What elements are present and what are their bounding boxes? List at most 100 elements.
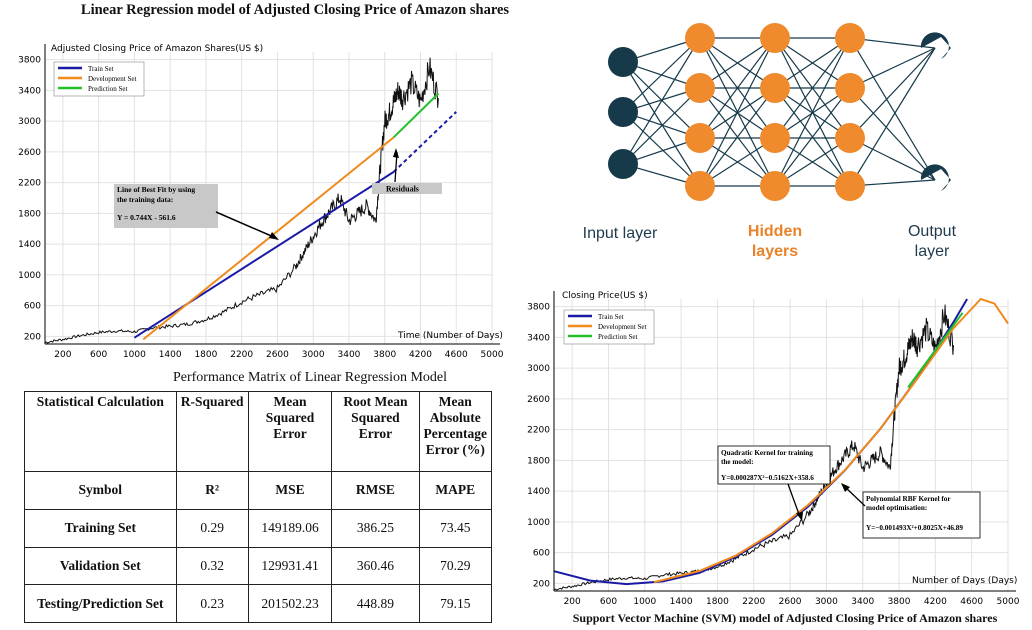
lr-x-tick-label: 600: [90, 350, 107, 360]
nn-hidden-node: [685, 171, 715, 201]
perf-table-title: Performance Matrix of Linear Regression …: [172, 370, 448, 385]
lr-x-tick-label: 3400: [338, 350, 361, 360]
lr-x-tick-label: 2200: [230, 350, 253, 360]
lr-projection-line: [393, 111, 457, 173]
svm-annotation-text-1: Quadratic Kernel for training the model:…: [721, 449, 815, 482]
nn-edge: [774, 37, 851, 89]
svm-price-line: [553, 304, 954, 591]
nn-edge: [699, 37, 776, 187]
svm-x-tick-label: 2200: [742, 597, 765, 607]
lr-grid: [45, 52, 493, 344]
svm-x-tick-label: 200: [564, 597, 581, 607]
perf-symbol-cell: RMSE: [331, 471, 420, 510]
svm-x-tick-label: 3400: [851, 597, 874, 607]
svm-x-tick-label: 4600: [960, 597, 983, 607]
perf-cell: 79.15: [418, 584, 493, 623]
svm-y-tick-label: 1800: [527, 456, 550, 466]
perf-cell: 0.32: [175, 546, 249, 586]
lr-y-axis-label: Adjusted Closing Price of Amazon Shares(…: [51, 44, 263, 54]
svm-x-tick-label: 3000: [815, 597, 838, 607]
perf-header: Mean Absolute Percentage Error (%): [418, 391, 493, 472]
perf-cell: 129931.41: [247, 546, 333, 586]
nn-edge: [622, 37, 701, 165]
lr-x-tick-label: 2600: [266, 350, 289, 360]
svm-grid: [554, 299, 1009, 591]
perf-header: Root Mean Squared Error: [331, 391, 420, 472]
svm-annotation-box-1: [717, 445, 831, 485]
perf-cell: 149189.06: [247, 508, 333, 548]
svm-annotation-arrow-1: [787, 483, 801, 518]
svm-y-tick-label: 1400: [527, 487, 550, 497]
lr-annotation-text: Line of Best Fit by using the training d…: [117, 185, 197, 222]
lr-x-tick-label: 1800: [194, 350, 217, 360]
svm-fit-lines: [553, 297, 1009, 586]
lr-y-tick-label: 3400: [18, 86, 41, 96]
lr-x-tick-label: 1400: [159, 350, 182, 360]
nn-edge: [622, 37, 701, 113]
table-row: Testing/Prediction Set 0.23 201502.23 44…: [24, 584, 493, 623]
nn-edge: [849, 47, 936, 139]
svm-annotation-box-2: [862, 491, 981, 539]
nn-hidden-node: [835, 23, 865, 53]
lr-annotation-arrow: [215, 211, 277, 239]
input-layer-label: Input layer: [582, 225, 658, 242]
nn-edge: [849, 137, 936, 181]
nn-edge: [774, 37, 851, 187]
svm-y-tick-label: 1000: [527, 518, 550, 528]
nn-input-node: [608, 97, 638, 127]
lr-legend-label: Prediction Set: [88, 85, 128, 93]
lr-axes: 200 600 1000 1400 1800 2200 2600 3000 3400 3800 20…: [18, 44, 504, 360]
perf-table: Statistical Calculation R-Squared Mean S…: [24, 391, 493, 623]
nn-nodes: [608, 23, 951, 201]
svm-legend-label: Train Set: [598, 313, 624, 321]
lr-y-tick-label: 3800: [18, 56, 41, 66]
lr-chart-title: Linear Regression model of Adjusted Clos…: [80, 2, 510, 18]
lr-x-tick-label: 1000: [123, 350, 146, 360]
table-row: Validation Set 0.32 129931.41 360.46 70.…: [24, 546, 493, 586]
nn-hidden-node: [685, 23, 715, 53]
svm-series-line: [653, 297, 1009, 584]
nn-edge: [849, 47, 936, 187]
perf-symbol-cell: MSE: [247, 471, 333, 510]
perf-symbol-cell: R²: [175, 471, 249, 510]
perf-row-label: Testing/Prediction Set: [24, 584, 177, 623]
svm-axes: 200 600 1000 1400 1800 2200 2600 3000 3400 3800 20…: [527, 291, 1020, 607]
svm-x-tick-label: 1400: [670, 597, 693, 607]
svm-annotation-arrowhead-1: [796, 512, 803, 521]
nn-output-node: [920, 32, 951, 59]
hidden-layers-label-1: Hidden: [747, 223, 803, 240]
hidden-layers-label-2: layers: [751, 243, 799, 260]
lr-legend-label: Development Set: [88, 75, 136, 83]
lr-series-line: [142, 136, 395, 341]
nn-hidden-node: [835, 123, 865, 153]
nn-edge: [849, 47, 936, 89]
lr-y-tick-label: 2200: [18, 179, 41, 189]
lr-x-tick-label: 4200: [409, 350, 432, 360]
lr-x-tick-label: 5000: [481, 350, 504, 360]
nn-edge: [849, 87, 936, 181]
nn-hidden-node: [685, 73, 715, 103]
nn-edge: [622, 87, 701, 165]
lr-y-tick-label: 1800: [18, 209, 41, 219]
neural-network-diagram: [608, 23, 951, 201]
svm-legend-label: Prediction Set: [598, 333, 638, 341]
lr-residuals-arrowhead: [393, 148, 399, 158]
lr-price-series: [44, 57, 439, 344]
nn-edge: [622, 111, 701, 187]
perf-cell: 201502.23: [247, 584, 333, 623]
svm-x-tick-label: 3800: [888, 597, 911, 607]
nn-hidden-node: [835, 171, 865, 201]
lr-annotation-arrowhead: [269, 232, 279, 240]
svm-x-tick-label: 2600: [779, 597, 802, 607]
svm-annotation-text-2: Polynomial RBF Kernel for model optimisa…: [866, 495, 963, 532]
perf-cell: 70.29: [418, 546, 493, 586]
svm-annotation-arrowhead-2: [841, 483, 850, 492]
perf-cell: 0.29: [175, 508, 249, 548]
lr-legend: Train Set Development Set Prediction Set: [58, 65, 136, 93]
svm-legend-label: Development Set: [598, 323, 646, 331]
lr-x-tick-label: 4600: [445, 350, 468, 360]
lr-series-line: [133, 171, 395, 339]
nn-input-node: [608, 149, 638, 179]
svm-chart: 200 600 1000 1400 1800 2200 2600 3000 3400 3800 20…: [527, 291, 1020, 607]
perf-cell: 0.23: [175, 584, 249, 623]
